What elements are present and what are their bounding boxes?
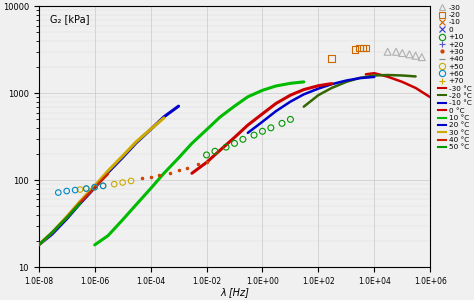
Point bbox=[127, 171, 135, 176]
X-axis label: λ [Hz]: λ [Hz] bbox=[220, 287, 249, 297]
Point bbox=[250, 133, 258, 137]
Point bbox=[356, 46, 364, 50]
Point bbox=[222, 145, 230, 149]
Point bbox=[55, 190, 62, 195]
Legend: -30, -20, -10, 0, +10, +20, +30, +40, +50, +60, +70, -30 °C, -20 °C, -10 °C, 0 °: -30, -20, -10, 0, +10, +20, +30, +40, +5… bbox=[438, 5, 472, 151]
Point bbox=[127, 178, 135, 183]
Point bbox=[119, 172, 127, 177]
Point bbox=[203, 156, 210, 161]
Text: G₂ [kPa]: G₂ [kPa] bbox=[51, 14, 90, 24]
Point bbox=[63, 188, 71, 193]
Point bbox=[194, 162, 202, 167]
Point bbox=[259, 129, 266, 134]
Point bbox=[418, 55, 426, 59]
Point bbox=[99, 184, 107, 188]
Point bbox=[267, 108, 274, 112]
Point bbox=[35, 192, 43, 197]
Point bbox=[166, 170, 174, 175]
Point bbox=[203, 159, 210, 164]
Point bbox=[384, 49, 392, 54]
Point bbox=[44, 191, 51, 196]
Point bbox=[155, 172, 163, 177]
Point bbox=[278, 103, 286, 108]
Point bbox=[147, 167, 155, 171]
Point bbox=[138, 176, 146, 181]
Point bbox=[183, 166, 191, 170]
Point bbox=[203, 152, 210, 157]
Point bbox=[91, 185, 99, 190]
Point bbox=[82, 186, 90, 191]
Point bbox=[82, 186, 90, 191]
Point bbox=[300, 71, 308, 76]
Point bbox=[399, 51, 406, 56]
Point bbox=[250, 118, 258, 123]
Point bbox=[183, 162, 191, 167]
Point bbox=[91, 185, 99, 190]
Point bbox=[239, 137, 246, 142]
Point bbox=[239, 137, 246, 142]
Point bbox=[328, 56, 336, 61]
Point bbox=[231, 142, 238, 146]
Point bbox=[310, 67, 318, 71]
Point bbox=[412, 53, 419, 58]
Point bbox=[211, 149, 219, 154]
Point bbox=[319, 64, 327, 69]
Point bbox=[259, 124, 266, 128]
Point bbox=[76, 187, 84, 192]
Point bbox=[119, 180, 127, 185]
Point bbox=[306, 96, 314, 100]
Point bbox=[328, 63, 336, 68]
Point bbox=[231, 141, 238, 146]
Point bbox=[347, 59, 355, 64]
Point bbox=[211, 152, 219, 156]
Point bbox=[110, 182, 118, 187]
Point bbox=[392, 49, 400, 54]
Point bbox=[222, 146, 230, 151]
Point bbox=[351, 47, 358, 52]
Point bbox=[110, 174, 118, 179]
Point bbox=[359, 46, 367, 50]
Point bbox=[338, 61, 346, 66]
Point bbox=[175, 168, 182, 173]
Point bbox=[267, 116, 274, 121]
Point bbox=[72, 188, 79, 192]
Point bbox=[147, 174, 155, 179]
Point bbox=[250, 130, 258, 135]
Point bbox=[55, 190, 62, 194]
Point bbox=[155, 164, 163, 169]
Point bbox=[287, 100, 294, 104]
Point bbox=[63, 189, 71, 194]
Point bbox=[267, 125, 274, 130]
Point bbox=[287, 117, 294, 122]
Point bbox=[278, 121, 286, 126]
Point bbox=[138, 168, 146, 173]
Point bbox=[315, 94, 322, 99]
Point bbox=[166, 161, 174, 166]
Point bbox=[406, 52, 413, 57]
Point bbox=[295, 98, 302, 102]
Point bbox=[175, 165, 182, 170]
Point bbox=[259, 113, 266, 118]
Point bbox=[362, 46, 370, 50]
Point bbox=[194, 159, 202, 164]
Point bbox=[99, 184, 107, 188]
